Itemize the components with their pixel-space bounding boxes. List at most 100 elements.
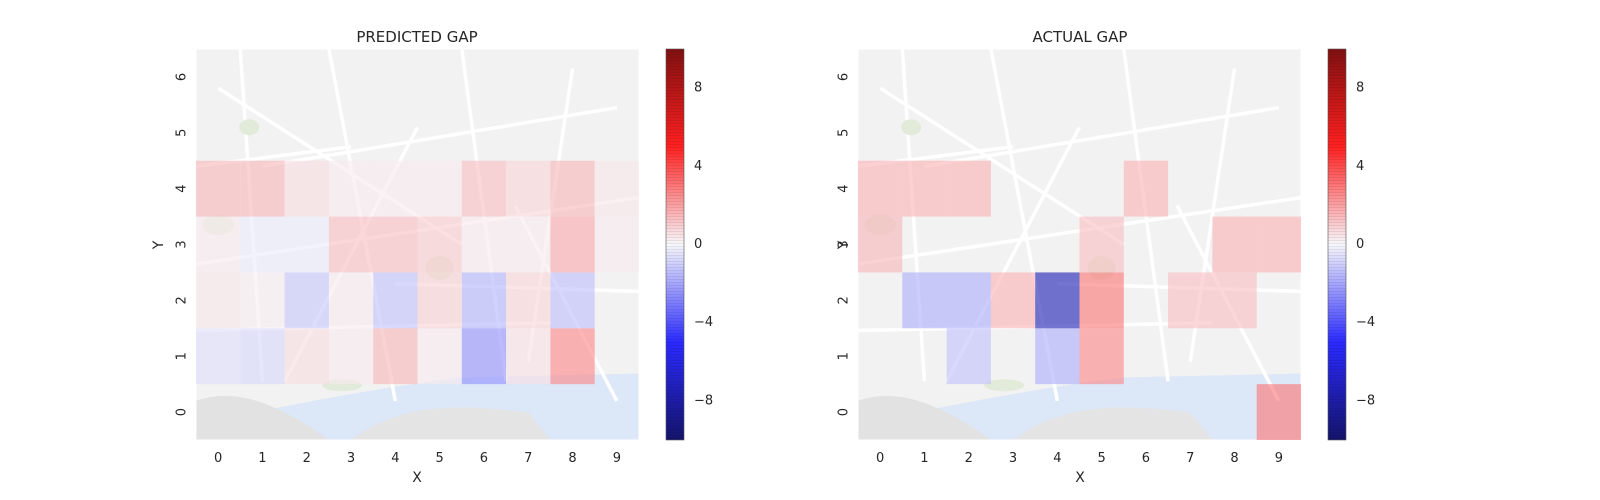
heatmap-cell <box>946 160 991 217</box>
y-tick-label: 4 <box>175 185 190 193</box>
heatmap-cell <box>550 272 595 329</box>
heatmap-cell <box>1079 272 1124 329</box>
heatmap-cell <box>284 328 329 385</box>
heatmap-cell <box>1035 272 1080 329</box>
heatmap-cell <box>284 272 329 329</box>
heatmap-cell <box>506 328 551 385</box>
heatmap-cell <box>373 216 418 273</box>
heatmap-cell <box>284 216 329 273</box>
y-tick-label: 2 <box>837 296 852 304</box>
x-tick-label: 8 <box>1230 451 1238 466</box>
heatmap-cell <box>240 160 285 217</box>
heatmap-cell <box>506 216 551 273</box>
heatmap-cell <box>240 328 285 385</box>
y-tick-label: 6 <box>175 73 190 81</box>
colorbar-tick-label: −4 <box>694 315 713 330</box>
heatmap-cell <box>1035 328 1080 385</box>
x-ticks: 0 1 2 3 4 5 6 7 8 9 <box>214 451 621 466</box>
x-tick-label: 9 <box>1275 451 1283 466</box>
x-tick-label: 6 <box>1142 451 1150 466</box>
x-tick-label: 6 <box>480 451 488 466</box>
heatmap-cell <box>550 160 595 217</box>
x-tick-label: 3 <box>1009 451 1017 466</box>
heatmap-cell <box>1256 384 1301 440</box>
x-tick-label: 1 <box>920 451 928 466</box>
colorbar-tick-label: 8 <box>694 81 702 96</box>
heatmap-cell <box>1123 160 1169 217</box>
heatmap-cell <box>196 272 241 329</box>
x-ticks: 0 1 2 3 4 5 6 7 8 9 <box>876 451 1283 466</box>
colorbar-tick-label: 0 <box>1356 237 1364 252</box>
y-ticks: 0 1 2 3 4 5 6 <box>837 73 852 416</box>
colorbar-tick-label: 4 <box>694 159 702 174</box>
heatmap-cell <box>328 160 374 217</box>
heatmap-cell <box>196 216 241 273</box>
colorbar-tick-label: 8 <box>1356 81 1364 96</box>
heatmap-cell <box>1212 216 1257 273</box>
x-tick-label: 7 <box>1186 451 1194 466</box>
x-axis-label: X <box>1075 470 1085 486</box>
y-tick-label: 1 <box>175 352 190 360</box>
heatmap-cell <box>902 160 947 217</box>
heatmap-cell <box>550 216 595 273</box>
y-tick-label: 2 <box>175 296 190 304</box>
heatmap-cell <box>196 160 241 217</box>
y-tick-label: 3 <box>837 240 852 248</box>
heatmap-cell <box>1079 216 1124 273</box>
colorbar: 8 4 0 −4 −8 <box>665 48 713 441</box>
colorbar-tick-label: 4 <box>1356 159 1364 174</box>
heatmap-cell <box>506 160 551 217</box>
heatmap-cell <box>461 272 507 329</box>
y-tick-label: 5 <box>837 129 852 137</box>
x-tick-label: 5 <box>436 451 444 466</box>
x-tick-label: 7 <box>524 451 532 466</box>
y-axis-label: Y <box>151 240 167 250</box>
heatmap-cell <box>417 160 462 217</box>
heatmap-cell <box>196 328 241 385</box>
x-tick-label: 3 <box>347 451 355 466</box>
x-tick-label: 0 <box>214 451 222 466</box>
x-tick-label: 4 <box>1053 451 1061 466</box>
colorbar-tick-label: −8 <box>1356 393 1375 408</box>
heatmap-cell <box>858 160 903 217</box>
y-tick-label: 0 <box>175 408 190 416</box>
y-axis-label: Y <box>836 240 852 250</box>
heatmap-cell <box>417 272 462 329</box>
y-tick-label: 6 <box>837 73 852 81</box>
y-ticks: 0 1 2 3 4 5 6 <box>175 73 190 416</box>
x-tick-label: 2 <box>965 451 973 466</box>
heatmap-cell <box>946 328 991 385</box>
heatmap-cell <box>594 160 639 217</box>
colorbar-tick-label: −8 <box>694 393 713 408</box>
heatmap-cell <box>461 216 507 273</box>
x-tick-label: 8 <box>568 451 576 466</box>
heatmap-cell <box>1256 216 1301 273</box>
heatmap-cell <box>240 216 285 273</box>
heatmap-cell <box>550 328 595 385</box>
x-axis-label: X <box>412 470 422 486</box>
chart-title: ACTUAL GAP <box>1033 28 1128 46</box>
heatmap-cell <box>990 272 1036 329</box>
heatmap-cell <box>328 272 374 329</box>
y-tick-label: 1 <box>837 352 852 360</box>
x-tick-label: 4 <box>391 451 399 466</box>
x-tick-label: 0 <box>876 451 884 466</box>
chart-title: PREDICTED GAP <box>356 28 477 46</box>
heatmap-cell <box>240 272 285 329</box>
heatmap-cell <box>373 160 418 217</box>
heatmap-cells <box>196 160 639 385</box>
x-tick-label: 5 <box>1098 451 1106 466</box>
colorbar: 8 4 0 −4 −8 <box>1327 48 1375 441</box>
heatmap-cell <box>328 328 374 385</box>
y-tick-label: 4 <box>837 185 852 193</box>
heatmap-cell <box>284 160 329 217</box>
y-tick-label: 3 <box>175 240 190 248</box>
heatmap-cells <box>858 160 1301 440</box>
panel-actual: ACTUAL GAP X Y 0 1 2 3 4 5 6 7 8 9 0 1 2 3 4 5 6 8 4 0 −4 −… <box>836 28 1375 486</box>
y-tick-label: 5 <box>175 129 190 137</box>
heatmap-cell <box>1212 272 1257 329</box>
heatmap-cell <box>594 216 639 273</box>
heatmap-cell <box>858 216 903 273</box>
